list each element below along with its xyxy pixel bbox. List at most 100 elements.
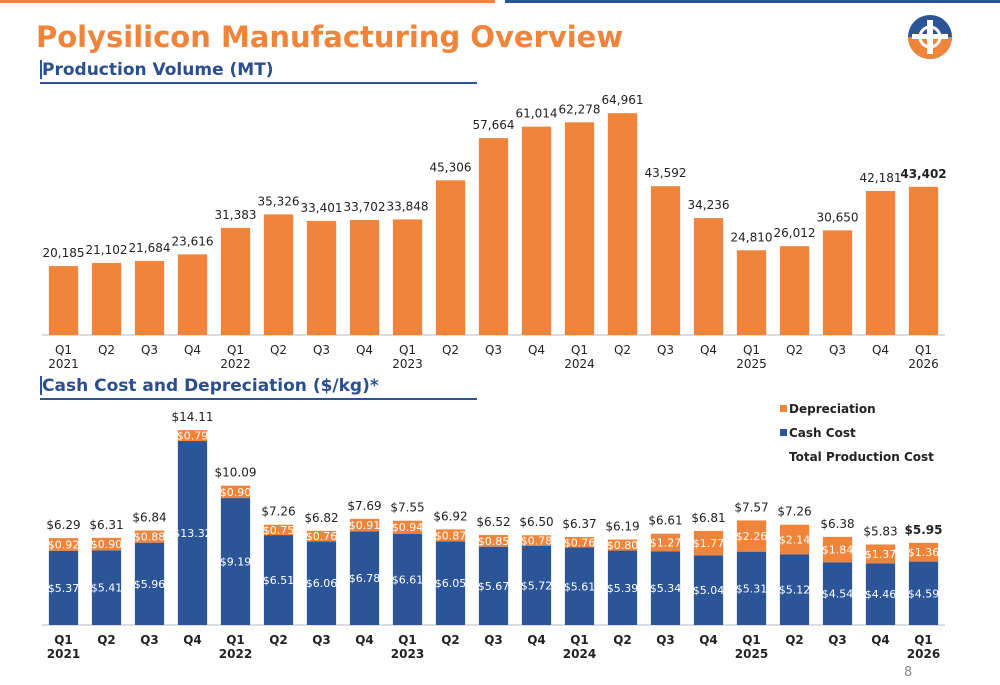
bar bbox=[865, 190, 896, 335]
bar bbox=[478, 138, 509, 335]
x-tick-label: Q2 bbox=[613, 633, 632, 647]
chart-title: Production Volume (MT) bbox=[42, 60, 274, 80]
bar-segment bbox=[392, 520, 423, 534]
bar-segment bbox=[134, 530, 165, 543]
total-label: $6.19 bbox=[605, 520, 639, 534]
x-tick-label: Q3 bbox=[312, 633, 331, 647]
bar-segment bbox=[693, 555, 724, 625]
segment-label: $0.80 bbox=[607, 539, 639, 552]
legend-swatch bbox=[780, 429, 787, 436]
bar bbox=[220, 227, 251, 335]
segment-label: $1.27 bbox=[650, 536, 682, 549]
value-label: 26,012 bbox=[774, 226, 816, 240]
x-tick-label: Q4 bbox=[872, 343, 889, 357]
segment-label: $0.88 bbox=[134, 531, 166, 544]
bar-segment bbox=[779, 524, 810, 555]
x-tick-label: Q1 2026 bbox=[908, 343, 939, 371]
bar-segment bbox=[91, 550, 122, 625]
total-label: $6.37 bbox=[562, 517, 596, 531]
segment-label: $0.78 bbox=[521, 535, 553, 548]
value-label: 64,961 bbox=[602, 93, 644, 107]
segment-label: $5.61 bbox=[564, 580, 596, 593]
bar-segment bbox=[349, 518, 380, 532]
segment-label: $1.84 bbox=[822, 544, 854, 557]
bar bbox=[91, 262, 122, 335]
segment-label: $2.26 bbox=[736, 530, 768, 543]
x-tick-label: Q2 bbox=[269, 633, 288, 647]
segment-label: $5.41 bbox=[91, 582, 123, 595]
x-tick-label: Q3 bbox=[828, 633, 847, 647]
value-label: 43,592 bbox=[645, 166, 687, 180]
total-label: $5.95 bbox=[905, 523, 943, 537]
total-label: $6.50 bbox=[519, 515, 553, 529]
top-stripe bbox=[505, 0, 1000, 3]
segment-label: $13.32 bbox=[173, 527, 212, 540]
total-label: $6.38 bbox=[820, 517, 854, 531]
segment-label: $6.05 bbox=[435, 577, 467, 590]
bar-segment bbox=[478, 534, 509, 547]
x-tick-label: Q1 2021 bbox=[48, 343, 79, 371]
legend-label: Depreciation bbox=[789, 402, 876, 416]
bar bbox=[693, 218, 724, 335]
bar-segment bbox=[177, 430, 208, 442]
bar-segment bbox=[564, 537, 595, 548]
bar bbox=[779, 246, 810, 335]
slide-title: Polysilicon Manufacturing Overview bbox=[36, 20, 623, 54]
segment-label: $0.85 bbox=[478, 535, 510, 548]
bar-segment bbox=[220, 485, 251, 499]
total-label: $7.69 bbox=[347, 499, 381, 513]
bar bbox=[607, 113, 638, 335]
bar-segment bbox=[263, 535, 294, 625]
segment-label: $0.92 bbox=[48, 538, 80, 551]
total-label: $6.84 bbox=[132, 511, 166, 525]
segment-label: $1.36 bbox=[908, 546, 940, 559]
segment-label: $2.14 bbox=[779, 534, 811, 547]
bar bbox=[392, 219, 423, 335]
x-tick-label: Q1 2023 bbox=[391, 633, 424, 661]
segment-label: $0.76 bbox=[564, 536, 596, 549]
x-tick-label: Q3 bbox=[484, 633, 503, 647]
x-tick-label: Q4 bbox=[183, 633, 202, 647]
value-label: 30,650 bbox=[817, 210, 859, 224]
value-label: 33,702 bbox=[344, 200, 386, 214]
segment-label: $5.12 bbox=[779, 584, 811, 597]
x-tick-label: Q2 bbox=[786, 343, 803, 357]
bar-segment bbox=[91, 537, 122, 551]
x-tick-label: Q2 bbox=[270, 343, 287, 357]
legend-label: Cash Cost bbox=[789, 426, 856, 440]
bar-segment bbox=[908, 561, 939, 625]
x-tick-label: Q4 bbox=[528, 343, 545, 357]
x-tick-label: Q3 bbox=[141, 343, 158, 357]
segment-label: $5.34 bbox=[650, 582, 682, 595]
x-tick-label: Q3 bbox=[140, 633, 159, 647]
segment-label: $4.46 bbox=[865, 588, 897, 601]
bar-segment bbox=[908, 542, 939, 562]
segment-label: $0.90 bbox=[220, 486, 252, 499]
total-label: $7.26 bbox=[261, 505, 295, 519]
bar-segment bbox=[564, 547, 595, 625]
bar-segment bbox=[48, 538, 79, 551]
bar bbox=[306, 220, 337, 335]
value-label: 62,278 bbox=[559, 102, 601, 116]
bar bbox=[650, 186, 681, 335]
bar bbox=[908, 186, 939, 335]
bar-segment bbox=[521, 545, 552, 625]
x-tick-label: Q1 2026 bbox=[907, 633, 940, 661]
bar-segment bbox=[220, 498, 251, 625]
value-label: 43,402 bbox=[900, 167, 946, 181]
bar-segment bbox=[521, 535, 552, 546]
bar-segment bbox=[478, 546, 509, 625]
total-label: $10.09 bbox=[215, 466, 257, 480]
legend-swatch bbox=[780, 405, 787, 412]
total-label: $6.31 bbox=[89, 518, 123, 532]
bar-segment bbox=[177, 441, 208, 625]
chart-title: Cash Cost and Depreciation ($/kg)* bbox=[42, 376, 379, 396]
x-tick-label: Q1 2022 bbox=[220, 343, 251, 371]
segment-label: $5.31 bbox=[736, 582, 768, 595]
bar bbox=[349, 219, 380, 335]
total-label: $7.57 bbox=[734, 500, 768, 514]
total-label: $14.11 bbox=[172, 410, 214, 424]
x-tick-label: Q3 bbox=[485, 343, 502, 357]
legend-label: Total Production Cost bbox=[789, 450, 934, 464]
